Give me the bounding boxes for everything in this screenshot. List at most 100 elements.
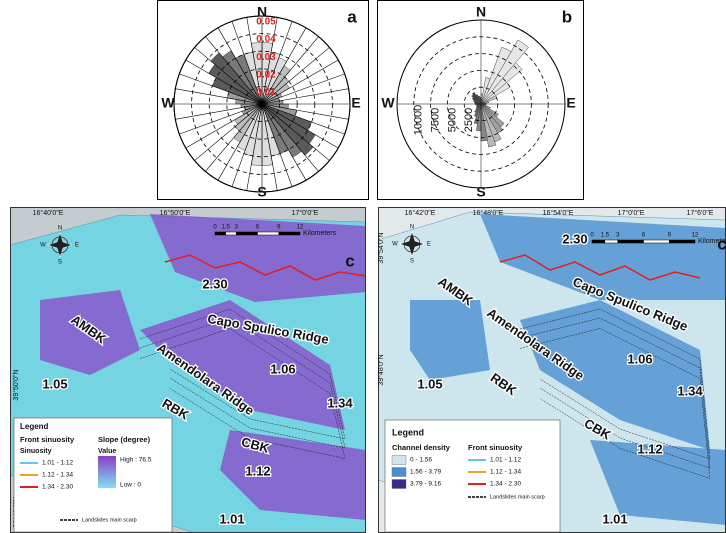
feature-label: 1.34 — [677, 383, 703, 398]
spoke — [175, 103, 263, 120]
spoke — [261, 21, 293, 105]
compass-letter: N — [410, 225, 414, 231]
tick-label: 2500 — [463, 108, 475, 132]
legend-label: 3.79 - 9.16 — [410, 481, 441, 488]
legend-swatch — [391, 479, 407, 489]
ridge — [140, 300, 345, 430]
tick-label: 0.05 — [256, 17, 276, 28]
direction-label: S — [257, 184, 266, 200]
legend-heading: Front sinuosity — [468, 443, 523, 452]
scale-unit: Kilometers — [303, 230, 337, 237]
spoke — [261, 17, 278, 105]
longitude-label: 17°6'0"E — [687, 209, 714, 217]
ridge — [150, 214, 366, 302]
spoke — [261, 103, 278, 191]
scale-segment — [278, 231, 301, 236]
rose-petal — [477, 95, 482, 105]
ridge — [220, 430, 366, 520]
ridge — [40, 290, 140, 375]
scale-label: 9 — [277, 225, 281, 231]
longitude-label: 16°40'0"E — [33, 209, 64, 217]
legend-label: Landslides main scarp — [82, 517, 137, 523]
feature-label: 1.34 — [327, 395, 353, 410]
spoke — [231, 21, 263, 105]
feature-label: 1.01 — [602, 511, 627, 526]
tick-label: 0.04 — [256, 34, 276, 45]
legend-label: 0 - 1.56 — [410, 457, 432, 464]
scale-label: 1.5 — [601, 233, 610, 239]
scale-segment — [257, 231, 279, 236]
spoke — [246, 103, 263, 191]
compass-letter: S — [58, 260, 62, 266]
latitude-label: 39°48'0"N — [377, 354, 385, 385]
longitude-label: 17°0'0"E — [292, 209, 319, 217]
legend-label: 1.01 - 1.12 — [490, 457, 521, 464]
legend-swatch — [391, 455, 407, 465]
rose-petal — [480, 103, 497, 148]
compass-letter: W — [392, 242, 398, 248]
compass-rose — [399, 231, 425, 257]
direction-label: N — [257, 4, 267, 20]
scale-unit: Kilometers — [698, 238, 726, 245]
scale-label: 3 — [616, 233, 620, 239]
direction-label: E — [566, 95, 575, 111]
feature-label: 2.30 — [562, 231, 587, 246]
rose-petal — [472, 92, 482, 105]
map-layers — [10, 207, 366, 533]
tick-label: 0.03 — [256, 52, 276, 63]
longitude-label: 17°0'0"E — [618, 209, 645, 217]
legend-heading: Front sinuosity — [20, 435, 75, 444]
spoke — [261, 73, 345, 105]
latitude-label: 39°54'0"N — [377, 232, 385, 263]
compass-letter: W — [40, 243, 46, 249]
spoke — [185, 59, 263, 105]
spoke — [261, 59, 339, 105]
spoke — [179, 73, 263, 105]
longitude-label: 16°54'0"E — [543, 209, 574, 217]
spoke — [261, 103, 319, 172]
spoke — [261, 103, 339, 149]
tick-label: 0.02 — [256, 69, 276, 80]
spoke — [261, 103, 345, 135]
scale-label: 0 — [590, 233, 594, 239]
compass-letter: S — [410, 259, 414, 265]
spoke — [205, 103, 263, 172]
spoke — [217, 103, 263, 181]
legend-label: Low : 0 — [120, 482, 141, 489]
legend-title: Legend — [20, 422, 49, 431]
spoke — [261, 103, 293, 187]
ridge — [410, 300, 490, 380]
scale-label: 12 — [692, 233, 699, 239]
spoke — [261, 36, 319, 105]
legend-label: 1.12 - 1.34 — [42, 472, 73, 479]
direction-label: W — [381, 95, 395, 111]
ridge — [520, 300, 710, 450]
tick-label: 0.01 — [256, 87, 276, 98]
legend-label: 1.01 - 1.12 — [42, 460, 73, 467]
spoke — [231, 103, 263, 187]
panel-label: a — [347, 7, 357, 26]
legend-swatch — [391, 467, 407, 477]
scale-label: 3 — [235, 225, 239, 231]
spoke — [261, 27, 307, 105]
compass-letter: E — [427, 242, 431, 248]
spoke — [261, 88, 349, 105]
spoke — [194, 103, 263, 161]
front-sinuosity-line — [499, 254, 701, 281]
feature-label: 1.05 — [417, 376, 442, 391]
scarp-trace — [519, 308, 711, 460]
scale-segment — [643, 239, 670, 244]
ridge — [480, 214, 726, 300]
tick-label: 5000 — [446, 108, 458, 132]
scale-label: 6 — [256, 225, 260, 231]
scale-label: 6 — [642, 233, 646, 239]
rose-petal — [480, 100, 490, 105]
scale-label: 9 — [668, 233, 672, 239]
spoke — [185, 103, 263, 149]
scale-segment — [225, 231, 237, 236]
feature-label: 1.01 — [219, 511, 244, 526]
panel-label: c — [717, 234, 726, 253]
scarp-trace — [519, 328, 711, 479]
scale-segment — [591, 239, 606, 244]
scale-segment — [604, 239, 618, 244]
